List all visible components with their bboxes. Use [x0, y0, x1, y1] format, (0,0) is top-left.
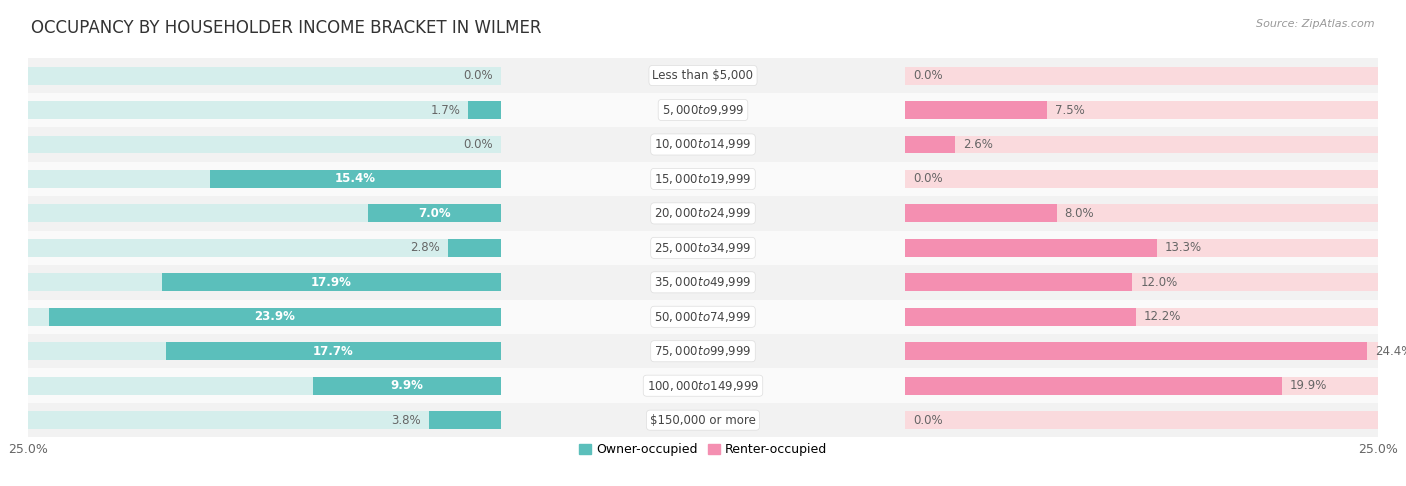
- Bar: [162, 273, 501, 291]
- Text: $35,000 to $49,999: $35,000 to $49,999: [654, 276, 752, 289]
- Bar: [905, 377, 1378, 395]
- Bar: [28, 101, 501, 119]
- Bar: [905, 308, 1136, 326]
- Text: Source: ZipAtlas.com: Source: ZipAtlas.com: [1257, 19, 1375, 30]
- Text: $75,000 to $99,999: $75,000 to $99,999: [654, 344, 752, 358]
- Text: Less than $5,000: Less than $5,000: [652, 69, 754, 82]
- Bar: [905, 170, 1378, 188]
- Bar: [28, 67, 501, 85]
- Text: 17.9%: 17.9%: [311, 276, 352, 289]
- Text: 15.4%: 15.4%: [335, 173, 375, 186]
- Text: $50,000 to $74,999: $50,000 to $74,999: [654, 310, 752, 324]
- Bar: [28, 205, 501, 223]
- Bar: [905, 239, 1157, 257]
- Bar: [28, 342, 501, 360]
- Bar: [28, 377, 501, 395]
- Text: 0.0%: 0.0%: [463, 138, 492, 151]
- Text: 12.2%: 12.2%: [1144, 310, 1181, 323]
- Bar: [28, 231, 1378, 265]
- Bar: [905, 205, 1378, 223]
- Text: 19.9%: 19.9%: [1289, 379, 1327, 392]
- Text: 13.3%: 13.3%: [1166, 242, 1202, 254]
- Text: 7.5%: 7.5%: [1056, 104, 1085, 117]
- Bar: [28, 334, 1378, 368]
- Bar: [28, 136, 501, 154]
- Text: $100,000 to $149,999: $100,000 to $149,999: [647, 379, 759, 393]
- Bar: [28, 58, 1378, 93]
- Text: 0.0%: 0.0%: [463, 69, 492, 82]
- Text: OCCUPANCY BY HOUSEHOLDER INCOME BRACKET IN WILMER: OCCUPANCY BY HOUSEHOLDER INCOME BRACKET …: [31, 19, 541, 37]
- Bar: [447, 239, 501, 257]
- Legend: Owner-occupied, Renter-occupied: Owner-occupied, Renter-occupied: [574, 438, 832, 462]
- Text: 1.7%: 1.7%: [430, 104, 460, 117]
- Bar: [28, 93, 1378, 127]
- Bar: [28, 299, 1378, 334]
- Text: $20,000 to $24,999: $20,000 to $24,999: [654, 207, 752, 220]
- Bar: [209, 170, 501, 188]
- Bar: [905, 342, 1367, 360]
- Text: $25,000 to $34,999: $25,000 to $34,999: [654, 241, 752, 255]
- Text: 9.9%: 9.9%: [391, 379, 423, 392]
- Text: 2.8%: 2.8%: [409, 242, 440, 254]
- Bar: [28, 170, 501, 188]
- Text: 3.8%: 3.8%: [391, 414, 420, 427]
- Text: 24.4%: 24.4%: [1375, 345, 1406, 358]
- Text: 23.9%: 23.9%: [254, 310, 295, 323]
- Bar: [368, 205, 501, 223]
- Bar: [166, 342, 501, 360]
- Bar: [905, 342, 1378, 360]
- Bar: [28, 411, 501, 429]
- Text: $5,000 to $9,999: $5,000 to $9,999: [662, 103, 744, 117]
- Bar: [28, 162, 1378, 196]
- Text: 12.0%: 12.0%: [1140, 276, 1178, 289]
- Bar: [49, 308, 501, 326]
- Bar: [28, 239, 501, 257]
- Bar: [905, 308, 1378, 326]
- Text: $10,000 to $14,999: $10,000 to $14,999: [654, 138, 752, 152]
- Bar: [905, 101, 1378, 119]
- Bar: [905, 411, 1378, 429]
- Bar: [905, 67, 1378, 85]
- Text: 0.0%: 0.0%: [914, 414, 943, 427]
- Bar: [468, 101, 501, 119]
- Bar: [429, 411, 501, 429]
- Bar: [28, 265, 1378, 299]
- Bar: [314, 377, 501, 395]
- Text: 17.7%: 17.7%: [314, 345, 354, 358]
- Text: 0.0%: 0.0%: [914, 173, 943, 186]
- Bar: [905, 273, 1132, 291]
- Bar: [28, 273, 501, 291]
- Bar: [905, 377, 1281, 395]
- Bar: [28, 308, 501, 326]
- Bar: [28, 196, 1378, 231]
- Bar: [905, 101, 1047, 119]
- Bar: [905, 273, 1378, 291]
- Bar: [28, 127, 1378, 162]
- Bar: [28, 403, 1378, 437]
- Text: 8.0%: 8.0%: [1064, 207, 1094, 220]
- Bar: [905, 136, 1378, 154]
- Text: 2.6%: 2.6%: [963, 138, 993, 151]
- Bar: [905, 136, 955, 154]
- Bar: [28, 368, 1378, 403]
- Text: $150,000 or more: $150,000 or more: [650, 414, 756, 427]
- Text: $15,000 to $19,999: $15,000 to $19,999: [654, 172, 752, 186]
- Text: 0.0%: 0.0%: [914, 69, 943, 82]
- Bar: [905, 205, 1057, 223]
- Bar: [905, 239, 1378, 257]
- Text: 7.0%: 7.0%: [418, 207, 451, 220]
